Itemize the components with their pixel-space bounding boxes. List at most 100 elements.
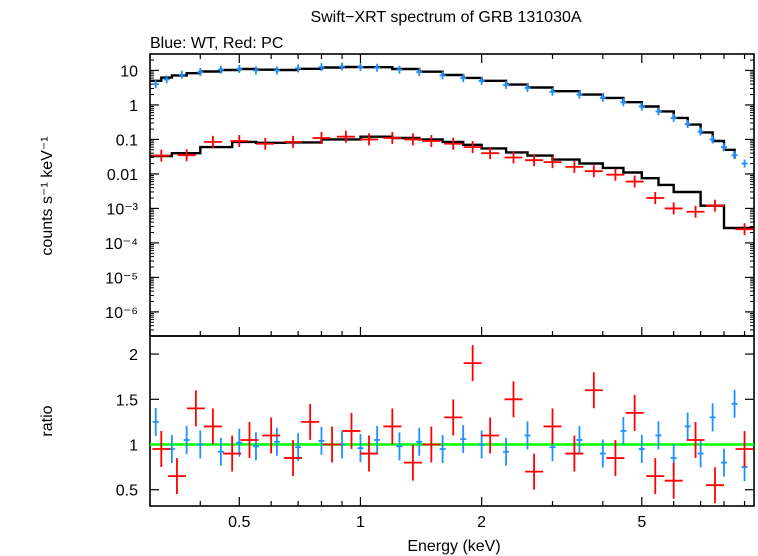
spectrum-wt-point [236,65,243,74]
spectrum-pc-point [686,205,705,218]
ratio-wt-point [638,435,645,464]
spectrum-wt-point [252,66,259,75]
ratio-wt-point [183,425,190,454]
spectrum-pc-point [646,192,665,205]
ratio-pc-point [152,431,171,468]
y-axis-label-spectrum: counts s⁻¹ keV⁻¹ [39,136,56,255]
spectrum-pc-point [705,199,724,212]
pc_model-step-curve [150,135,754,230]
spectrum-pc-point [504,151,523,164]
spectrum-pc-point [525,154,544,167]
spectrum-wt-point [273,66,280,75]
x-tick-label: 2 [477,514,486,531]
ratio-wt-point [295,433,302,462]
y-tick-label: 1 [129,98,138,115]
axis-ticks [149,53,754,506]
ratio-pc-point [584,372,603,409]
y-tick-label: 10⁻³ [106,201,138,218]
spectrum-pc-point [359,133,378,146]
ratio-pc-point [167,458,186,495]
ratio-pc-point [323,426,342,463]
ratio-y-tick-label: 0.5 [116,483,138,500]
spectrum-wt-point [339,62,346,71]
x-tick-label: 5 [637,514,646,531]
ratio-wt-point [720,448,727,477]
spectrum-wt-point [460,74,467,83]
y-tick-label: 10 [120,63,138,80]
ratio-pc-point [403,444,422,481]
spectrum-wt-point [655,107,662,116]
spectrum-wt-point [217,65,224,74]
spectrum-pc-point [735,223,754,236]
ratio-wt-point [655,421,662,450]
spectrum-pc-point [312,132,331,145]
spectrum-wt-point [357,63,364,72]
ratio-pc-point [262,417,281,454]
y-tick-label: 0.1 [116,132,138,149]
spectrum-wt-point [318,63,325,72]
ratio-pc-point [203,408,222,445]
data-points [152,62,754,504]
ratio-pc-point [504,381,523,418]
ratio-pc-point [186,390,205,427]
ratio-wt-point [273,427,280,456]
ratio-wt-point [439,435,446,464]
spectrum-wt-point [638,102,645,111]
ratio-pc-point [525,453,544,490]
ratio-pc-point [463,345,482,382]
ratio-y-tick-label: 1.5 [116,392,138,409]
spectrum-pc-point [543,156,562,169]
ratio-panel-frame [149,335,755,507]
ratio-wt-point [620,416,627,445]
ratio-wt-point [460,425,467,454]
spectrum-wt-point [374,63,381,72]
spectrum-pc-point [284,135,303,148]
y-axis-label-ratio: ratio [39,405,56,436]
ratio-pc-series [152,345,754,504]
spectrum-wt-point [416,68,423,77]
spectrum-pc-point [403,133,422,146]
ratio-pc-point [565,435,584,472]
chart-subtitle: Blue: WT, Red: PC [150,35,283,52]
ratio-wt-point [357,434,364,463]
spectrum-pc-point [664,202,683,215]
ratio-wt-point [396,432,403,461]
spectrum-wt-point [295,64,302,73]
ratio-wt-point [731,389,738,418]
ratio-wt-point [684,412,691,441]
ratio-pc-point [543,408,562,445]
ratio-y-tick-label: 2 [129,347,138,364]
ratio-pc-point [240,421,259,458]
ratio-pc-point [223,435,242,472]
ratio-pc-point [705,467,724,504]
ratio-wt-point [709,403,716,432]
spectrum-wt-point [524,83,531,92]
spectrum-wt-point [576,90,583,99]
spectrum-pc-point [177,149,196,162]
ratio-y-tick-label: 1 [129,438,138,455]
ratio-pc-point [664,462,683,499]
spectrum-pc-point [203,135,222,148]
spectrum-pc-point [584,165,603,178]
ratio-wt-point [217,437,224,466]
spectrum-wt-point [684,120,691,129]
spectrum-wt-point [670,113,677,122]
y-tick-label: 10⁻⁶ [105,305,138,322]
y-tick-label: 10⁻⁴ [105,236,138,253]
ratio-wt-point [318,426,325,455]
spectrum-pc-point [463,141,482,154]
ratio-wt-point [197,430,204,459]
ratio-wt-series [152,389,748,482]
ratio-wt-point [503,437,510,466]
spectrum-pc-point [444,137,463,150]
spectrum-wt-point [478,76,485,85]
ratio-pc-point [606,440,625,477]
y-tick-label: 10⁻⁵ [105,270,138,287]
y-tick-label: 0.01 [107,167,138,184]
spectrum-wt-point [152,80,159,89]
spectrum-wt-point [741,159,748,168]
spectrum-wt-point [599,93,606,102]
ratio-wt-point [697,439,704,468]
ratio-pc-point [301,403,320,440]
ratio-pc-point [284,440,303,477]
